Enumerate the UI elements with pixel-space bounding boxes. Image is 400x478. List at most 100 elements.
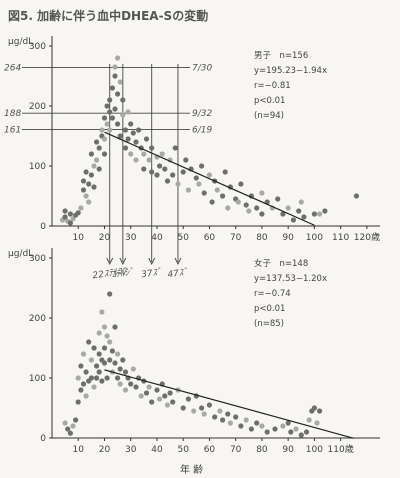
data-point	[143, 390, 150, 396]
data-point	[112, 64, 118, 70]
stats-line: y=137.53−1.20x	[254, 274, 327, 284]
data-point	[115, 121, 121, 127]
data-point	[311, 405, 317, 411]
data-point	[75, 399, 81, 405]
data-point	[91, 345, 97, 351]
data-point	[86, 181, 92, 187]
data-point	[96, 166, 102, 172]
data-point	[290, 217, 296, 223]
data-point	[248, 426, 254, 432]
age-marker-arrow	[119, 257, 127, 266]
data-point	[191, 408, 197, 414]
data-point	[107, 109, 113, 115]
data-point	[322, 208, 328, 214]
data-point	[120, 112, 126, 118]
data-point	[67, 430, 73, 436]
y-tick-label: 0	[40, 222, 46, 232]
reference-right-label: 6/19	[192, 125, 212, 135]
data-point	[67, 211, 73, 217]
data-point	[306, 417, 312, 423]
data-point	[94, 375, 100, 381]
data-point	[285, 205, 291, 211]
data-point	[246, 208, 252, 214]
data-point	[122, 369, 129, 375]
y-tick-label: 200	[29, 314, 46, 324]
data-point	[117, 366, 123, 372]
x-tick-label: 40	[151, 233, 163, 243]
data-point	[96, 369, 102, 375]
data-point	[214, 187, 220, 193]
data-point	[128, 151, 134, 157]
x-tick-label: 50	[177, 233, 189, 243]
age-axis-label: 年 齢	[180, 463, 203, 476]
data-point	[298, 432, 304, 438]
data-point	[170, 399, 176, 405]
data-point	[201, 190, 207, 196]
data-point	[138, 393, 144, 399]
data-point	[122, 387, 129, 393]
x-tick-label: 70	[230, 445, 242, 455]
data-point	[62, 208, 68, 214]
data-point	[94, 363, 100, 369]
data-point	[109, 348, 115, 354]
data-point	[314, 420, 320, 426]
stats-line: r=−0.81	[254, 81, 291, 91]
data-point	[96, 351, 102, 357]
y-tick-label: 300	[29, 42, 46, 52]
data-point	[222, 169, 228, 175]
data-point	[86, 339, 92, 345]
data-point	[220, 193, 226, 199]
data-point	[317, 211, 323, 217]
data-point	[133, 384, 139, 390]
data-point	[143, 136, 150, 142]
data-point	[115, 91, 121, 97]
stats-line: r=−0.74	[254, 289, 291, 299]
data-point	[196, 181, 202, 187]
data-point	[128, 381, 134, 387]
data-point	[80, 351, 87, 357]
data-point	[209, 199, 215, 205]
data-point	[101, 151, 108, 157]
data-point	[133, 139, 139, 145]
data-point	[67, 220, 73, 226]
age-marker-arrow	[106, 257, 114, 266]
data-point	[254, 205, 260, 211]
data-point	[235, 199, 241, 205]
data-point	[88, 172, 94, 178]
data-point	[162, 393, 168, 399]
data-point	[167, 390, 173, 396]
data-point	[183, 157, 189, 163]
data-point	[112, 360, 118, 366]
data-point	[125, 136, 131, 142]
data-point	[75, 375, 81, 381]
regression-line	[104, 131, 315, 226]
data-point	[112, 324, 118, 330]
data-point	[303, 429, 310, 435]
data-point	[259, 190, 265, 196]
data-point	[99, 378, 105, 384]
data-point	[170, 172, 176, 178]
x-tick-label: 40	[151, 445, 163, 455]
data-point	[78, 205, 84, 211]
age-marker-arrow	[174, 257, 182, 266]
data-point	[227, 420, 233, 426]
data-point	[130, 366, 136, 372]
data-point	[141, 151, 147, 157]
data-point	[80, 187, 87, 193]
age-marker-label: 22ｽﾃﾙｺﾌ	[92, 266, 128, 281]
data-point	[107, 339, 113, 345]
data-point	[154, 172, 160, 178]
data-point	[212, 414, 218, 420]
data-point	[80, 381, 87, 387]
data-point	[112, 106, 118, 112]
data-point	[88, 375, 94, 381]
x-tick-label: 110歳	[328, 443, 354, 455]
data-point	[104, 103, 110, 109]
age-marker-label: ｺﾃﾙｼﾞ	[111, 267, 135, 281]
data-point	[122, 145, 129, 151]
x-tick-label: 10	[73, 445, 85, 455]
data-point	[199, 163, 205, 169]
data-point	[293, 426, 299, 432]
data-point	[88, 357, 94, 363]
data-point	[125, 109, 131, 115]
